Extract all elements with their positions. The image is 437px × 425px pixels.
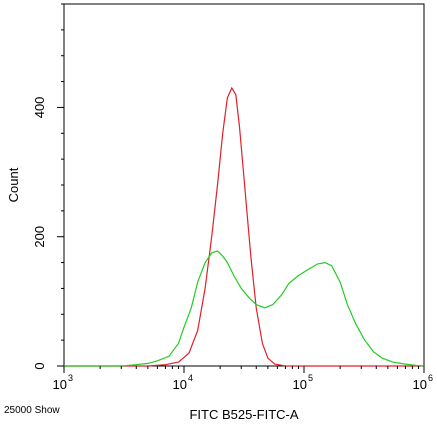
x-tick-label: 10: [413, 377, 427, 392]
series-line-2: [64, 250, 425, 367]
x-axis-title: FITC B525-FITC-A: [189, 407, 298, 422]
y-tick-label: 0: [32, 362, 47, 369]
corner-note: 25000 Show: [4, 405, 60, 416]
x-tick-label: 10: [53, 377, 67, 392]
x-tick-label: 10: [293, 377, 307, 392]
y-axis-title: Count: [6, 167, 21, 202]
x-tick-exponent: 3: [68, 373, 73, 383]
x-tick-exponent: 5: [308, 373, 313, 383]
x-tick-exponent: 6: [428, 373, 433, 383]
series-line-1: [64, 86, 424, 367]
y-axis-ticks: 0 200 400: [32, 3, 64, 370]
x-tick-exponent: 4: [188, 373, 193, 383]
y-tick-label: 200: [32, 226, 47, 248]
x-axis-ticks: 10 3 10 4 10 5 10 6: [53, 366, 433, 392]
series-layer: [64, 86, 425, 367]
x-tick-label: 10: [173, 377, 187, 392]
y-tick-label: 400: [32, 97, 47, 119]
